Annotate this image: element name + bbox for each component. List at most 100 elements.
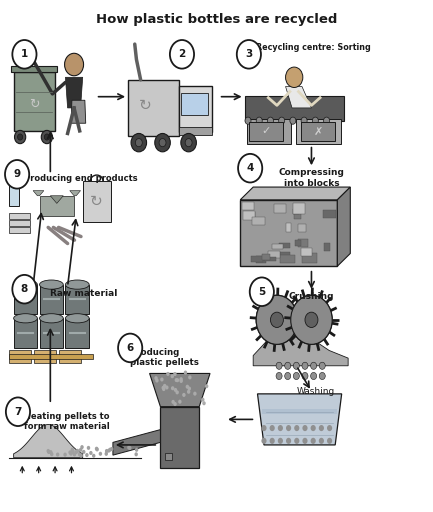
Circle shape	[6, 397, 30, 426]
Circle shape	[71, 447, 74, 452]
Circle shape	[92, 454, 95, 458]
Bar	[11, 162, 17, 171]
Polygon shape	[71, 100, 86, 123]
Bar	[280, 252, 290, 258]
Circle shape	[178, 400, 181, 404]
Text: 3: 3	[245, 49, 252, 59]
Circle shape	[173, 402, 177, 406]
Circle shape	[163, 384, 166, 388]
Circle shape	[201, 398, 204, 402]
Circle shape	[63, 453, 67, 457]
Circle shape	[302, 362, 308, 369]
Bar	[247, 119, 291, 144]
Polygon shape	[14, 424, 83, 458]
Bar	[10, 220, 30, 226]
Circle shape	[319, 425, 324, 431]
Polygon shape	[39, 196, 74, 216]
Circle shape	[286, 425, 291, 431]
Text: ↻: ↻	[29, 98, 39, 111]
Bar	[302, 252, 317, 263]
Circle shape	[174, 388, 177, 392]
Circle shape	[262, 438, 267, 444]
Circle shape	[245, 117, 251, 124]
Bar	[286, 223, 291, 232]
Circle shape	[68, 451, 72, 455]
Circle shape	[50, 452, 53, 456]
Circle shape	[13, 40, 36, 69]
Circle shape	[127, 445, 131, 450]
Circle shape	[49, 450, 52, 454]
Text: ✗: ✗	[313, 126, 323, 136]
Circle shape	[179, 377, 183, 381]
Circle shape	[56, 453, 59, 457]
Circle shape	[290, 117, 296, 124]
Text: 4: 4	[246, 163, 254, 173]
Bar	[34, 350, 56, 363]
Bar	[14, 318, 37, 348]
Circle shape	[310, 372, 317, 379]
Circle shape	[250, 278, 274, 306]
Circle shape	[327, 438, 332, 444]
Bar	[252, 217, 265, 225]
Polygon shape	[33, 190, 44, 196]
Bar	[272, 244, 283, 249]
Bar	[280, 255, 295, 263]
Circle shape	[135, 452, 138, 456]
Circle shape	[327, 425, 332, 431]
Circle shape	[294, 438, 299, 444]
Bar	[10, 350, 31, 363]
Circle shape	[118, 334, 142, 362]
Bar	[298, 224, 307, 232]
Circle shape	[87, 446, 90, 450]
Circle shape	[46, 449, 50, 453]
Bar	[160, 407, 199, 468]
Polygon shape	[258, 394, 342, 445]
Circle shape	[78, 452, 81, 456]
Circle shape	[76, 449, 79, 453]
Circle shape	[13, 275, 36, 304]
Bar	[294, 203, 305, 214]
Circle shape	[154, 376, 158, 380]
Circle shape	[276, 362, 282, 369]
Bar	[298, 239, 308, 247]
Bar	[10, 354, 94, 359]
Circle shape	[79, 454, 83, 458]
Circle shape	[47, 450, 51, 454]
Polygon shape	[253, 328, 348, 366]
Circle shape	[284, 372, 291, 379]
Text: Crushing: Crushing	[289, 292, 334, 301]
Bar	[274, 204, 286, 212]
Circle shape	[5, 160, 29, 188]
Circle shape	[110, 447, 113, 451]
Bar	[301, 122, 335, 141]
Bar	[65, 285, 89, 314]
Circle shape	[305, 312, 318, 328]
Circle shape	[319, 438, 324, 444]
Circle shape	[256, 117, 262, 124]
Bar	[65, 318, 89, 348]
Bar	[243, 210, 255, 220]
Text: 2: 2	[178, 49, 186, 59]
Text: 7: 7	[14, 407, 22, 417]
Ellipse shape	[39, 280, 63, 289]
Circle shape	[319, 372, 325, 379]
Text: Recycling centre: Sorting: Recycling centre: Sorting	[256, 43, 371, 52]
Circle shape	[82, 450, 85, 454]
Circle shape	[271, 312, 284, 328]
Circle shape	[89, 451, 93, 455]
Circle shape	[165, 386, 168, 390]
Circle shape	[44, 134, 49, 140]
Bar	[293, 209, 299, 214]
Circle shape	[128, 446, 132, 450]
Circle shape	[291, 295, 332, 345]
Circle shape	[160, 377, 164, 381]
Circle shape	[69, 452, 73, 456]
Text: Producing end products: Producing end products	[24, 174, 138, 183]
Circle shape	[159, 139, 166, 147]
Bar	[264, 257, 276, 262]
Circle shape	[294, 425, 299, 431]
Bar	[178, 86, 212, 132]
Circle shape	[107, 449, 110, 453]
Ellipse shape	[65, 280, 89, 289]
Circle shape	[136, 139, 142, 147]
